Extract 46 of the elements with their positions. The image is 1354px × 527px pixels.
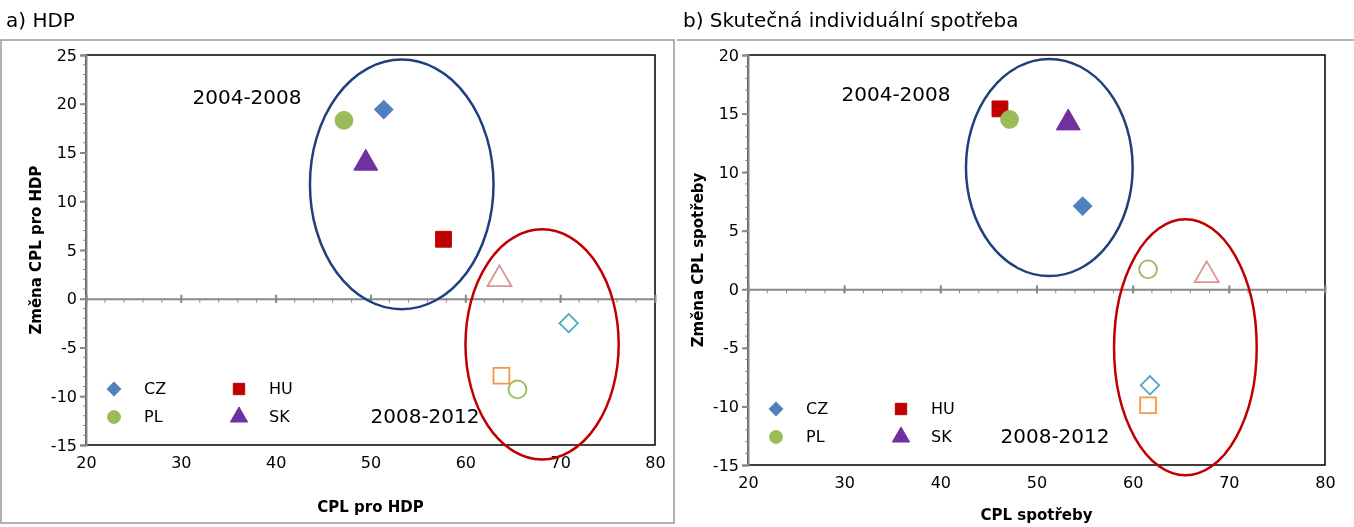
x-axis-title: CPL spotřeby (980, 506, 1093, 524)
x-axis-title: CPL pro HDP (317, 498, 424, 516)
legend-label: SK (269, 406, 291, 426)
x-tick-label: 40 (930, 473, 952, 493)
y-axis-title: Změna CPL pro HDP (27, 165, 45, 335)
x-tick-label: 30 (171, 453, 192, 473)
y-tick-label: 10 (718, 162, 739, 182)
y-tick-label: -10 (50, 386, 77, 406)
chart-title: a) HDP (6, 8, 75, 32)
annotation: 2008-2012 (370, 403, 480, 428)
y-tick-label: 15 (718, 104, 739, 124)
y-tick-label: -15 (712, 455, 739, 475)
legend-label: CZ (144, 378, 167, 398)
legend-label: PL (144, 406, 163, 426)
y-tick-label: 25 (56, 45, 77, 65)
y-tick-label: -10 (712, 397, 739, 417)
legend-label: PL (806, 426, 825, 446)
x-tick-label: 30 (834, 473, 855, 493)
x-tick-label: 80 (1315, 473, 1336, 493)
y-tick-label: 20 (718, 45, 739, 65)
x-tick-label: 40 (265, 453, 287, 473)
x-tick-label: 60 (455, 453, 477, 473)
y-tick-label: 0 (66, 289, 77, 309)
y-tick-label: 20 (56, 94, 77, 114)
y-tick-label: 15 (56, 143, 77, 163)
x-tick-label: 50 (1026, 473, 1048, 493)
y-tick-label: 5 (728, 221, 739, 241)
y-tick-label: -15 (50, 435, 77, 455)
y-tick-label: -5 (61, 338, 77, 358)
legend-label: HU (931, 398, 955, 418)
annotation: 2004-2008 (192, 84, 302, 109)
annotation: 2004-2008 (841, 81, 951, 106)
y-tick-label: -5 (723, 338, 739, 358)
annotation: 2008-2012 (1000, 423, 1110, 448)
legend-label: HU (269, 378, 293, 398)
x-tick-label: 80 (645, 453, 666, 473)
x-tick-label: 50 (360, 453, 382, 473)
y-tick-label: 5 (66, 240, 77, 260)
legend-label: SK (931, 426, 953, 446)
chart-title: b) Skutečná individuální spotřeba (683, 8, 1019, 32)
x-tick-label: 70 (1219, 473, 1240, 493)
legend-label: CZ (806, 398, 829, 418)
x-tick-label: 60 (1122, 473, 1144, 493)
y-tick-label: 10 (56, 191, 77, 211)
y-tick-label: 0 (728, 279, 739, 299)
y-axis-title: Změna CPL spotřeby (689, 172, 707, 348)
